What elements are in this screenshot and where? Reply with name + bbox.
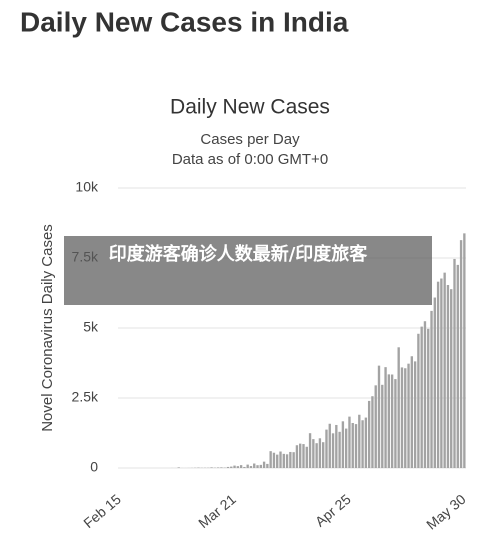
bar	[312, 439, 315, 468]
bar	[315, 443, 318, 468]
bar	[256, 465, 259, 468]
bar	[177, 467, 180, 468]
bar	[446, 285, 450, 468]
bar	[220, 467, 223, 468]
bar	[453, 258, 456, 468]
bar	[420, 326, 423, 468]
bar	[246, 464, 249, 468]
y-tick-label: 5k	[83, 319, 99, 335]
bar	[239, 465, 243, 468]
bar	[361, 420, 364, 468]
bar	[440, 278, 443, 468]
bar	[344, 428, 348, 468]
bar	[459, 240, 463, 468]
bar	[279, 451, 282, 468]
bar	[387, 374, 391, 468]
bar	[348, 416, 351, 468]
bar	[292, 452, 295, 468]
bar	[328, 423, 331, 468]
chart-subtitle: Cases per Day	[200, 131, 300, 148]
bar	[236, 466, 240, 468]
bar	[423, 321, 427, 468]
bar	[377, 365, 381, 468]
bar	[394, 379, 397, 468]
bar	[358, 414, 361, 468]
bar	[331, 433, 335, 468]
bar	[253, 463, 256, 468]
bar	[305, 446, 308, 468]
y-tick-label: 0	[90, 459, 98, 475]
bar	[285, 454, 289, 468]
bar	[289, 451, 292, 468]
bar	[371, 396, 374, 468]
bar	[364, 417, 368, 468]
bar	[299, 443, 302, 468]
bar	[367, 400, 371, 468]
bar	[262, 461, 266, 468]
bar	[354, 424, 358, 468]
x-tick-label: Feb 15	[80, 491, 124, 531]
bar	[384, 367, 387, 468]
bar	[233, 465, 236, 468]
y-tick-label: 2.5k	[72, 389, 99, 405]
bar	[276, 454, 279, 468]
bar	[335, 424, 338, 468]
bar	[259, 464, 262, 468]
bar	[351, 423, 354, 468]
overlay-banner: 印度游客确诊人数最新/印度旅客	[64, 236, 432, 305]
bar	[443, 272, 446, 468]
bar	[463, 233, 466, 468]
bar	[413, 361, 417, 468]
bar	[282, 453, 285, 468]
bar	[249, 466, 253, 468]
x-tick-label: Mar 21	[195, 491, 239, 531]
bar	[322, 442, 325, 468]
bar	[226, 466, 230, 468]
bar	[266, 463, 269, 468]
bar	[318, 438, 322, 468]
y-axis-label: Novel Coronavirus Daily Cases	[39, 224, 56, 432]
bar	[407, 363, 410, 468]
bar	[397, 347, 400, 468]
bar	[325, 429, 328, 468]
bar	[436, 281, 440, 468]
bar	[417, 333, 420, 468]
bar	[216, 467, 220, 468]
bar	[230, 466, 233, 468]
chart-subtitle: Data as of 0:00 GMT+0	[172, 151, 328, 168]
bar	[410, 356, 414, 468]
bar	[404, 368, 407, 468]
chart-title: Daily New Cases	[170, 96, 330, 119]
bar	[400, 367, 404, 468]
bar	[210, 467, 213, 468]
bar	[427, 328, 430, 468]
bar	[450, 289, 453, 468]
bar	[272, 452, 276, 468]
bar	[269, 451, 272, 468]
bar	[243, 466, 246, 468]
page-title: Daily New Cases in India	[20, 6, 349, 37]
bar	[381, 384, 384, 468]
bar	[430, 310, 433, 468]
bar	[456, 264, 459, 468]
bar	[308, 433, 312, 468]
bar	[302, 444, 305, 468]
x-tick-label: May 30	[423, 491, 469, 533]
bar	[374, 385, 377, 468]
bar	[433, 297, 436, 468]
y-tick-label: 10k	[75, 179, 99, 195]
bar	[295, 445, 299, 468]
bar	[338, 431, 341, 468]
x-tick-label: Apr 25	[312, 491, 354, 530]
bar	[341, 421, 345, 468]
bar	[390, 374, 394, 468]
